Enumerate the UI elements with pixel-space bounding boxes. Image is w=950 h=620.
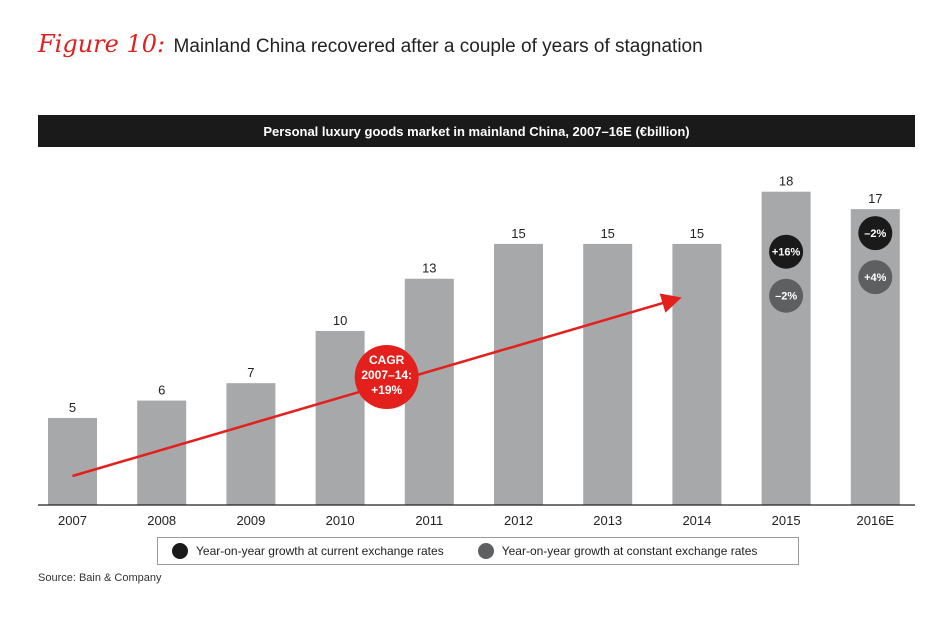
legend-dot-current-icon <box>172 543 188 559</box>
chart-title: Personal luxury goods market in mainland… <box>38 115 915 147</box>
value-label-2011: 13 <box>422 261 436 276</box>
x-tick-2014: 2014 <box>682 513 711 528</box>
cagr-text-line-2: +19% <box>371 383 402 397</box>
bar-2016E <box>850 209 900 506</box>
cagr-text-line-1: 2007–14: <box>361 368 412 382</box>
growth-constant-bubble-2015 <box>769 278 804 313</box>
legend-item-current: Year-on-year growth at current exchange … <box>172 543 444 559</box>
bar-2012 <box>494 243 543 505</box>
x-tick-2013: 2013 <box>593 513 622 528</box>
legend-label-constant: Year-on-year growth at constant exchange… <box>501 544 758 558</box>
cagr-bubble <box>354 345 419 409</box>
bar-2007 <box>48 417 97 505</box>
x-tick-2008: 2008 <box>147 513 176 528</box>
x-tick-2015: 2015 <box>772 513 801 528</box>
figure-heading: Mainland China recovered after a couple … <box>173 36 703 57</box>
value-label-2007: 5 <box>69 400 76 415</box>
value-label-2014: 15 <box>690 226 704 241</box>
value-label-2016E: 17 <box>868 191 882 206</box>
bar-2009 <box>226 383 276 505</box>
figure-title: Figure 10: Mainland China recovered afte… <box>38 30 703 58</box>
x-tick-2010: 2010 <box>326 513 355 528</box>
bar-2008 <box>137 400 187 505</box>
legend-item-constant: Year-on-year growth at constant exchange… <box>477 543 758 559</box>
bar-chart: 5 2007 6 2008 7 2009 10 2010 13 2011 15 2012 15 2013 1… <box>38 174 915 528</box>
growth-constant-bubble-2016E <box>858 260 893 295</box>
value-label-2010: 10 <box>333 313 347 328</box>
growth-constant-2016E: +4% <box>864 272 887 284</box>
value-label-2008: 6 <box>158 383 165 398</box>
value-label-2015: 18 <box>779 174 793 189</box>
value-label-2009: 7 <box>247 365 254 380</box>
legend-dot-constant-icon <box>477 543 494 559</box>
value-label-2013: 15 <box>600 226 614 241</box>
growth-constant-2015: –2% <box>775 291 797 303</box>
x-tick-2016E: 2016E <box>857 513 895 528</box>
figure-label: Figure 10: <box>38 30 166 58</box>
x-tick-2011: 2011 <box>415 513 443 528</box>
cagr-text-line-0: CAGR <box>369 353 405 367</box>
legend-label-current: Year-on-year growth at current exchange … <box>196 544 444 558</box>
legend: Year-on-year growth at current exchange … <box>157 537 799 565</box>
bar-2013 <box>583 243 633 505</box>
x-tick-2007: 2007 <box>58 513 87 528</box>
x-tick-2012: 2012 <box>504 513 533 528</box>
growth-current-bubble-2015 <box>769 234 804 269</box>
bar-2014 <box>672 243 722 505</box>
growth-current-2016E: –2% <box>864 228 886 240</box>
source-note: Source: Bain & Company <box>38 572 162 584</box>
value-label-2012: 15 <box>511 226 525 241</box>
growth-current-bubble-2016E <box>858 216 893 251</box>
growth-current-2015: +16% <box>772 247 801 259</box>
bar-2010 <box>315 330 365 505</box>
x-tick-2009: 2009 <box>236 513 265 528</box>
